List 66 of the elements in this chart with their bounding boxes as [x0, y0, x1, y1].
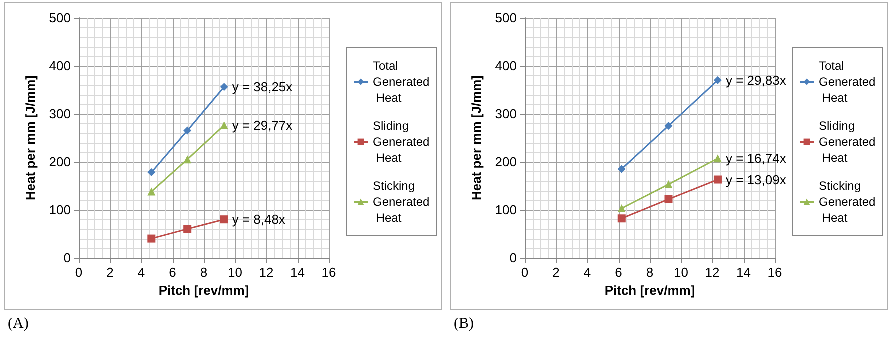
point: [664, 180, 673, 189]
point: [714, 154, 722, 163]
x-tick-label: 10: [674, 265, 688, 280]
x-tick-label: 4: [138, 265, 146, 280]
x-tick-label: 2: [552, 265, 560, 280]
annotation: y = 8,48x: [232, 212, 286, 228]
x-tick-label: 8: [646, 265, 654, 280]
y-tick-label: 400: [49, 58, 71, 74]
y-tick-label: 400: [495, 58, 517, 74]
point: [148, 168, 156, 177]
x-tick-label: 4: [584, 265, 592, 280]
x-tick-label: 0: [75, 265, 83, 280]
point: [148, 188, 156, 196]
x-tick-label: 12: [705, 265, 720, 280]
annotation: y = 29,83x: [726, 72, 787, 88]
y-tick-label: 500: [495, 10, 517, 26]
y-axis-title: Heat per mm [J/mm]: [23, 76, 38, 200]
y-tick-label: 300: [495, 106, 517, 122]
y-tick-label: 100: [49, 202, 71, 218]
legend-label: Total Generated Heat: [373, 59, 430, 105]
point: [220, 83, 228, 92]
point: [714, 76, 722, 84]
x-tick-label: 16: [322, 265, 336, 280]
legend-label: Sticking Generated Heat: [373, 179, 430, 225]
x-tick-label: 10: [228, 265, 242, 280]
point: [148, 234, 156, 243]
y-tick-label: 200: [495, 154, 517, 170]
x-tick-label: 0: [521, 265, 529, 280]
point: [618, 204, 626, 213]
point: [220, 122, 228, 130]
x-tick-label: 6: [615, 265, 622, 280]
x-tick-label: 14: [290, 265, 305, 280]
annotation: y = 38,25x: [232, 80, 294, 95]
y-tick-label: 0: [64, 250, 71, 266]
point: [184, 156, 192, 164]
point: [664, 195, 673, 204]
legend-label: Sticking Generated Heat: [819, 179, 876, 225]
point: [714, 176, 722, 184]
y-tick-label: 100: [495, 202, 517, 218]
legend-label: Total Generated Heat: [819, 59, 876, 105]
point: [664, 122, 673, 130]
legend-label: Sliding Generated Heat: [373, 119, 430, 165]
text: (A): [8, 316, 29, 333]
point: [184, 225, 192, 234]
y-tick-label: 0: [510, 250, 517, 266]
x-tick-label: 16: [768, 265, 782, 280]
x-tick-label: 14: [736, 265, 751, 280]
legend-label: Sliding Generated Heat: [819, 119, 876, 165]
x-axis-title: Pitch [rev/mm]: [158, 283, 250, 298]
text: (B): [454, 316, 474, 333]
y-tick-label: 500: [49, 10, 71, 26]
point: [220, 216, 228, 224]
x-tick-label: 6: [169, 265, 176, 280]
annotation: y = 29,77x: [232, 118, 294, 134]
y-tick-label: 200: [49, 154, 71, 170]
x-tick-label: 12: [259, 265, 274, 280]
point: [184, 126, 192, 135]
y-axis-title: Heat per mm [J/mm]: [469, 76, 484, 200]
x-axis-title: Pitch [rev/mm]: [604, 283, 696, 298]
x-tick-label: 2: [106, 265, 114, 280]
x-tick-label: 8: [200, 265, 208, 280]
annotation: y = 16,74x: [726, 151, 787, 166]
annotation: y = 13,09x: [726, 172, 787, 188]
y-tick-label: 300: [49, 106, 71, 122]
point: [618, 165, 626, 174]
point: [618, 214, 626, 223]
